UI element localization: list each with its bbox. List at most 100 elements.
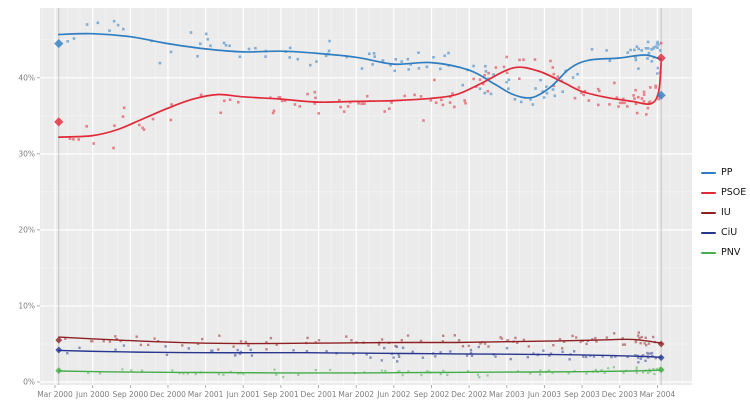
poll-point (206, 38, 210, 41)
poll-point (486, 77, 490, 80)
poll-point (622, 97, 625, 101)
poll-point (608, 103, 611, 106)
legend-item-pp: PP (701, 163, 746, 183)
poll-point (442, 369, 445, 372)
poll-point (573, 96, 577, 100)
legend-label-pp: PP (721, 167, 733, 179)
poll-point (373, 55, 376, 58)
x-tick-label: Mar 2003 (489, 390, 525, 399)
x-tick-label: Jun 2002 (376, 390, 410, 399)
poll-point (641, 354, 645, 357)
poll-point (114, 348, 117, 351)
poll-point (644, 47, 648, 50)
poll-point (317, 112, 320, 115)
poll-point (199, 42, 202, 46)
poll-point (278, 96, 282, 99)
poll-point (642, 93, 646, 96)
poll-point (626, 51, 629, 54)
poll-point (505, 55, 508, 59)
legend-item-ciu: CiU (701, 223, 746, 243)
poll-point (380, 369, 383, 372)
poll-point (141, 126, 144, 130)
poll-point (186, 372, 189, 375)
x-tick-label: Jun 2003 (527, 390, 561, 399)
poll-point (514, 336, 517, 340)
poll-point (434, 101, 438, 104)
poll-point (657, 97, 660, 101)
x-tick-label: Sep 2001 (263, 390, 299, 399)
poll-point (265, 348, 268, 351)
poll-point (223, 99, 226, 103)
poll-point (439, 67, 442, 71)
poll-point (505, 80, 508, 84)
poll-point (646, 351, 649, 355)
election-marker-pp (656, 90, 666, 100)
poll-point (621, 101, 624, 104)
poll-point (426, 370, 429, 373)
poll-point (394, 344, 397, 348)
poll-point (283, 99, 287, 102)
poll-point (293, 103, 297, 106)
poll-point (635, 45, 639, 48)
poll-point (571, 334, 574, 338)
poll-point (187, 347, 190, 350)
poll-point (264, 55, 267, 58)
poll-point (181, 344, 184, 347)
x-tick-label: Jun 2001 (226, 390, 260, 399)
poll-point (639, 357, 642, 360)
x-tick-label: Mar 2004 (640, 390, 676, 399)
poll-point (634, 88, 637, 92)
poll-point (204, 32, 208, 36)
poll-point (237, 372, 240, 375)
poll-point (425, 65, 429, 69)
poll-point (158, 61, 162, 65)
y-tick-label: 40% (18, 74, 35, 83)
poll-point (648, 368, 651, 371)
poll-point (282, 376, 285, 379)
poll-point (449, 350, 452, 353)
poll-point (652, 335, 655, 339)
poll-point (626, 105, 629, 108)
poll-point (637, 361, 640, 364)
poll-point (656, 66, 660, 70)
trend-line-pnv (58, 369, 662, 374)
poll-point (451, 92, 454, 95)
poll-point (381, 59, 384, 62)
poll-point (135, 335, 138, 338)
poll-point (441, 103, 445, 107)
poll-point (478, 376, 481, 379)
axis-ticks (37, 77, 658, 388)
x-tick-label: Jun 2000 (75, 390, 109, 399)
poll-point (647, 51, 651, 55)
poll-point (600, 369, 603, 372)
poll-point (189, 31, 193, 34)
election-marker-ciu (55, 346, 63, 354)
election-marker-ciu (657, 354, 665, 362)
poll-point (440, 98, 443, 102)
poll-point (634, 102, 638, 106)
poll-point (487, 71, 490, 75)
poll-point (222, 373, 225, 376)
poll-point (650, 60, 654, 63)
poll-point (658, 49, 662, 52)
poll-point (513, 98, 517, 101)
poll-point (169, 50, 173, 54)
poll-point (635, 371, 638, 374)
poll-point (325, 350, 328, 353)
poll-point (472, 64, 475, 68)
poll-point (421, 356, 425, 359)
poll-point (469, 351, 473, 355)
legend-label-psoe: PSOE (721, 187, 747, 199)
trend-lines-layer (57, 32, 663, 374)
poll-point (590, 48, 594, 51)
poll-point (481, 82, 485, 86)
poll-point (621, 337, 624, 340)
poll-point (621, 343, 625, 346)
poll-point (643, 342, 646, 345)
poll-point (494, 355, 497, 358)
poll-point (327, 49, 331, 53)
poll-point (280, 99, 284, 103)
poll-point (218, 334, 221, 337)
poll-point (247, 47, 251, 51)
poll-point (539, 78, 542, 82)
